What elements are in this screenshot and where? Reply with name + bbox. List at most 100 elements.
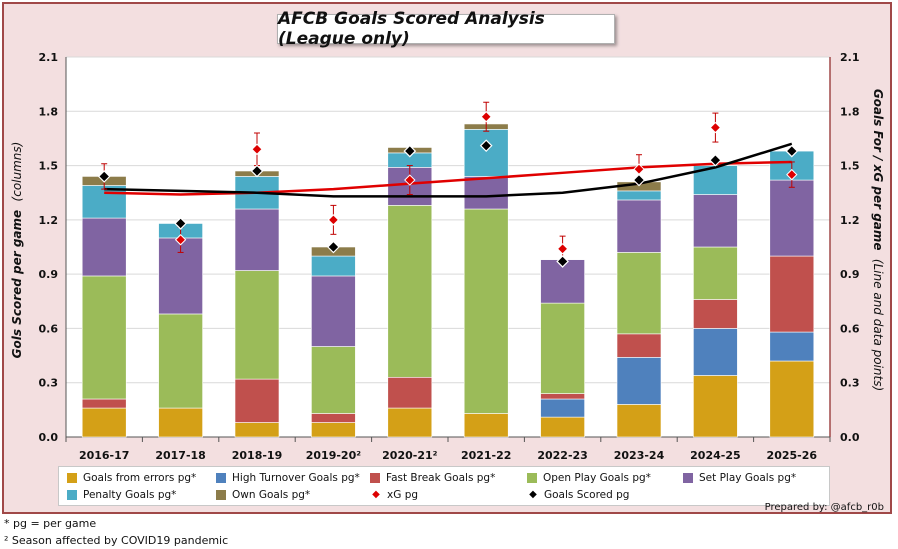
xg-point [174,234,187,246]
bar-segment [616,357,662,405]
bar-segment [540,302,585,394]
legend-item-goals-scored: ◆ Goals Scored pg [527,489,629,501]
y-tick-left: 2.1 [39,51,59,64]
legend-label-open-play: Open Play Goals pg* [543,472,651,484]
goals-scored-point [327,240,340,254]
goals-scored-point [97,170,111,183]
bar-segment [769,331,815,362]
bar-segment [81,185,127,219]
legend-label-set-play: Set Play Goals pg* [699,472,797,484]
bar-segment [616,190,662,201]
y-tick-right: 2.1 [840,51,860,64]
footnote-per-game: * pg = per game [4,517,97,530]
legend-marker-xg: ◆ [372,489,380,500]
y-tick-left: 0.0 [39,431,59,444]
legend-label-goals-scored: Goals Scored pg [544,489,630,501]
xg-point [404,174,416,186]
legend-label-penalty: Penalty Goals pg* [83,489,177,501]
x-tick-label: 2021-22 [461,449,512,462]
bar-segment [234,208,280,271]
legend-swatch-open-play [527,473,537,483]
bar-segment [693,299,738,329]
xg-point [327,214,340,226]
bar-segment [158,407,203,438]
bar-segment [158,313,203,409]
goals-scored-point [174,217,187,230]
bar-segment [311,255,356,277]
bar-segment [616,404,662,438]
x-tick-label: 2018-19 [232,449,283,462]
legend-label-errors: Goals from errors pg* [83,472,197,484]
y-tick-right: 1.5 [840,160,860,173]
y-tick-right: 1.2 [840,214,860,227]
bar-segment [234,270,280,380]
goals-scored-point [556,255,569,268]
legend-item-open-play: Open Play Goals pg* [527,472,651,484]
bar-segment [540,398,585,418]
legend-marker-goals-scored: ◆ [529,489,537,500]
legend: Goals from errors pg* High Turnover Goal… [58,466,830,506]
goals-scored-point [632,173,646,187]
bar-segment [540,416,585,438]
xg-point [251,143,263,155]
bar-segment [81,217,127,277]
goals-scored-point [479,139,493,153]
goals-scored-point [785,144,799,158]
bar-segment [234,422,280,438]
bar-segment [693,328,738,376]
y-tick-left: 1.2 [39,214,59,227]
x-tick-label: 2020-21² [382,449,437,462]
bar-segment [769,255,815,333]
bar-segment [387,376,433,409]
legend-label-high-turnover: High Turnover Goals pg* [232,472,360,484]
bar-segment [311,422,356,438]
x-tick-label: 2019-20² [306,449,361,462]
bar-segment [769,179,815,257]
bar-segment [234,378,280,423]
legend-swatch-own-goals [216,490,226,500]
xg-trend-line [104,160,792,196]
legend-label-own-goals: Own Goals pg* [232,489,311,501]
goals-trend-line [104,142,793,198]
x-tick-label: 2025-26 [767,449,818,462]
bar-segment [387,407,433,438]
xg-point [480,111,492,123]
footnote-covid: ² Season affected by COVID19 pandemic [4,534,229,547]
x-tick-label: 2017-18 [155,449,206,462]
bar-segment [616,199,662,253]
y-tick-right: 0.6 [840,322,860,335]
legend-label-fast-break: Fast Break Goals pg* [386,472,496,484]
legend-item-penalty: Penalty Goals pg* [67,489,176,501]
xg-point [709,121,722,134]
xg-point [786,168,798,181]
bar-segment [387,205,433,378]
chart-title: AFCB Goals Scored Analysis (League only) [277,9,615,49]
legend-item-high-turnover: High Turnover Goals pg* [216,472,360,484]
legend-item-set-play: Set Play Goals pg* [683,472,796,484]
bar-segment [769,360,815,438]
bar-segment [693,194,738,248]
y-tick-left: 0.6 [39,322,59,335]
bar-segment [616,252,662,335]
goals-scored-point [403,144,417,158]
legend-swatch-errors [67,473,77,483]
bar-segment [311,413,356,423]
bar-segment [81,407,127,438]
y-tick-left: 1.5 [39,160,59,173]
bar-segment [81,398,127,409]
x-tick-label: 2024-25 [690,449,741,462]
bar-segment [616,333,662,358]
bar-segment [311,346,356,414]
legend-swatch-penalty [67,490,77,500]
y-tick-left: 0.9 [39,268,59,281]
y-tick-left: 0.3 [39,377,59,390]
bar-segment [463,208,509,414]
legend-swatch-set-play [683,473,693,483]
x-tick-label: 2022-23 [537,449,588,462]
bar-segment [311,275,356,347]
goals-scored-point [709,153,722,167]
y-tick-right: 0.9 [840,268,860,281]
xg-point [556,243,569,255]
bar-segment [463,176,509,210]
